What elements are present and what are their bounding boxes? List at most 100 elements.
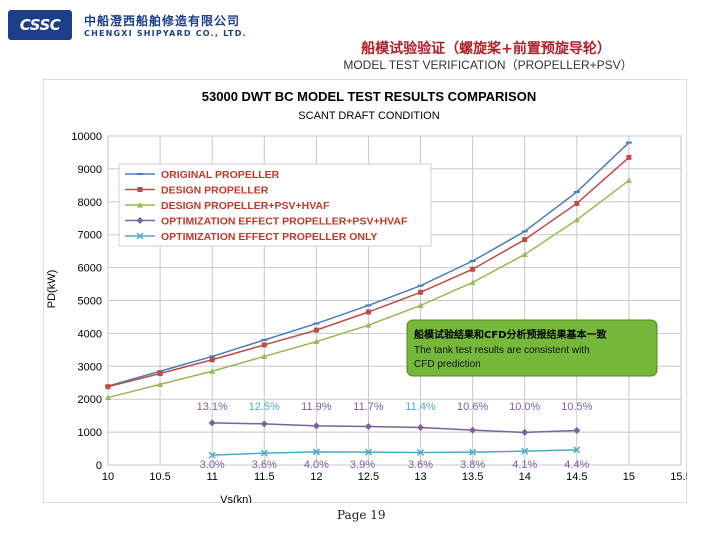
y-tick-label: 3000 [78,361,102,373]
x-tick-label: 11 [206,471,217,483]
x-tick-label: 10.5 [149,471,170,483]
page-title-cn: 船模试验验证（螺旋桨+前置预旋导轮） [361,41,611,57]
pct-label-bottom: 4.0% [304,459,329,471]
data-point-diamond [260,420,268,428]
data-point-diamond [364,423,372,431]
data-point-x-stroke [573,446,581,454]
x-tick-label: 12.5 [358,471,379,483]
pct-label-top: 11.7% [353,401,384,413]
legend-label: OPTIMIZATION EFFECT PROPELLER ONLY [161,231,377,243]
pct-label-bottom: 3.6% [252,459,277,471]
data-point-diamond [469,426,477,434]
pct-label-bottom: 3.0% [200,459,225,471]
data-point-triangle [521,251,528,257]
data-point-x-stroke [521,447,529,455]
pct-label-top: 11.9% [301,401,332,413]
data-point-x [521,447,529,455]
data-point-square [261,342,267,348]
legend-item: DESIGN PROPELLER+PSV+HVAF [125,200,330,212]
callout-text-en-line2: CFD prediction [414,359,481,370]
series-3 [208,419,581,436]
y-tick-label: 9000 [78,164,102,176]
x-tick-label: 15.5 [670,471,687,483]
legend-item: DESIGN PROPELLER [125,185,269,197]
pct-label-bottom: 3.8% [460,459,485,471]
data-point-diamond [573,426,581,434]
callout-text-en-line1: The tank test results are consistent wit… [414,345,590,356]
data-point-square [522,237,528,243]
x-tick-label: 13.5 [462,471,483,483]
x-axis-label: Vs(kn) [220,494,252,503]
company-name-en: CHENGXI SHIPYARD CO., LTD. [84,29,247,38]
series-1 [105,154,632,390]
data-point-triangle [469,279,476,285]
y-tick-label: 6000 [78,263,102,275]
data-point-square [626,154,632,160]
chart: 53000 DWT BC MODEL TEST RESULTS COMPARIS… [43,79,687,503]
series-2 [105,177,632,401]
data-point-x-stroke [260,449,268,457]
data-point-square [470,266,476,272]
data-point-x [469,448,477,456]
data-point-x [136,232,144,240]
data-point-triangle [261,353,268,359]
legend-label: DESIGN PROPELLER [161,185,269,197]
data-point-square [365,309,371,315]
series-line [212,449,577,456]
data-point-triangle [313,338,320,345]
x-tick-label: 10 [102,471,114,483]
data-point-x [312,448,320,456]
pct-label-top: 10.5% [561,401,592,413]
data-point-x [260,449,268,457]
legend-label: OPTIMIZATION EFFECT PROPELLER+PSV+HVAF [161,216,408,228]
pct-label-top: 13.1% [197,401,228,413]
y-tick-label: 10000 [71,131,102,143]
data-point-square [105,384,111,390]
x-tick-label: 14 [519,471,531,483]
data-point-x-stroke [208,451,216,459]
data-point-triangle [157,381,164,387]
data-point-square [157,371,163,377]
data-point-diamond [312,422,320,430]
data-point-x-stroke [417,448,425,457]
data-point-square [574,200,580,206]
data-point-x [417,448,425,457]
pct-label-bottom: 4.4% [564,459,589,471]
data-point-x [573,446,581,454]
pct-label-top: 11.4% [405,401,436,413]
data-point-x [364,448,372,456]
x-tick-label: 13 [414,471,426,483]
data-point-x-stroke [364,448,372,456]
pct-label-bottom: 3.9% [350,459,375,471]
data-point-diamond [136,217,144,224]
pct-label-top: 12.5% [249,401,280,413]
data-point-triangle [209,368,216,374]
y-tick-label: 2000 [78,394,102,406]
data-point-triangle [625,177,632,183]
data-point-x-stroke [312,448,320,456]
callout-box [406,319,658,377]
x-tick-label: 11.5 [254,471,275,483]
legend-item: ORIGINAL PROPELLER [125,169,280,181]
series-4 [208,446,581,459]
x-tick-label: 14.5 [566,471,587,483]
chart-title: 53000 DWT BC MODEL TEST RESULTS COMPARIS… [202,89,536,104]
pct-label-bottom: 3.6% [408,459,433,471]
data-point-square [137,187,143,192]
callout-text-cn: 船模试验结果和CFD分析预报结果基本一致 [414,328,607,341]
legend-box [118,163,432,247]
pct-label-bottom: 4.1% [512,459,537,471]
legend-label: ORIGINAL PROPELLER [161,169,280,181]
chart-subtitle: SCANT DRAFT CONDITION [298,110,439,122]
data-point-x-stroke [136,232,144,240]
y-tick-label: 0 [96,460,102,472]
pct-label-top: 10.6% [457,401,488,413]
legend-item: OPTIMIZATION EFFECT PROPELLER+PSV+HVAF [125,216,408,228]
data-point-x [208,451,216,459]
data-point-square [418,289,424,295]
data-point-triangle [137,202,143,208]
legend-label: DESIGN PROPELLER+PSV+HVAF [161,200,330,212]
x-tick-label: 15 [623,471,635,483]
legend-item: OPTIMIZATION EFFECT PROPELLER ONLY [125,231,377,243]
x-tick-label: 12 [310,471,322,483]
